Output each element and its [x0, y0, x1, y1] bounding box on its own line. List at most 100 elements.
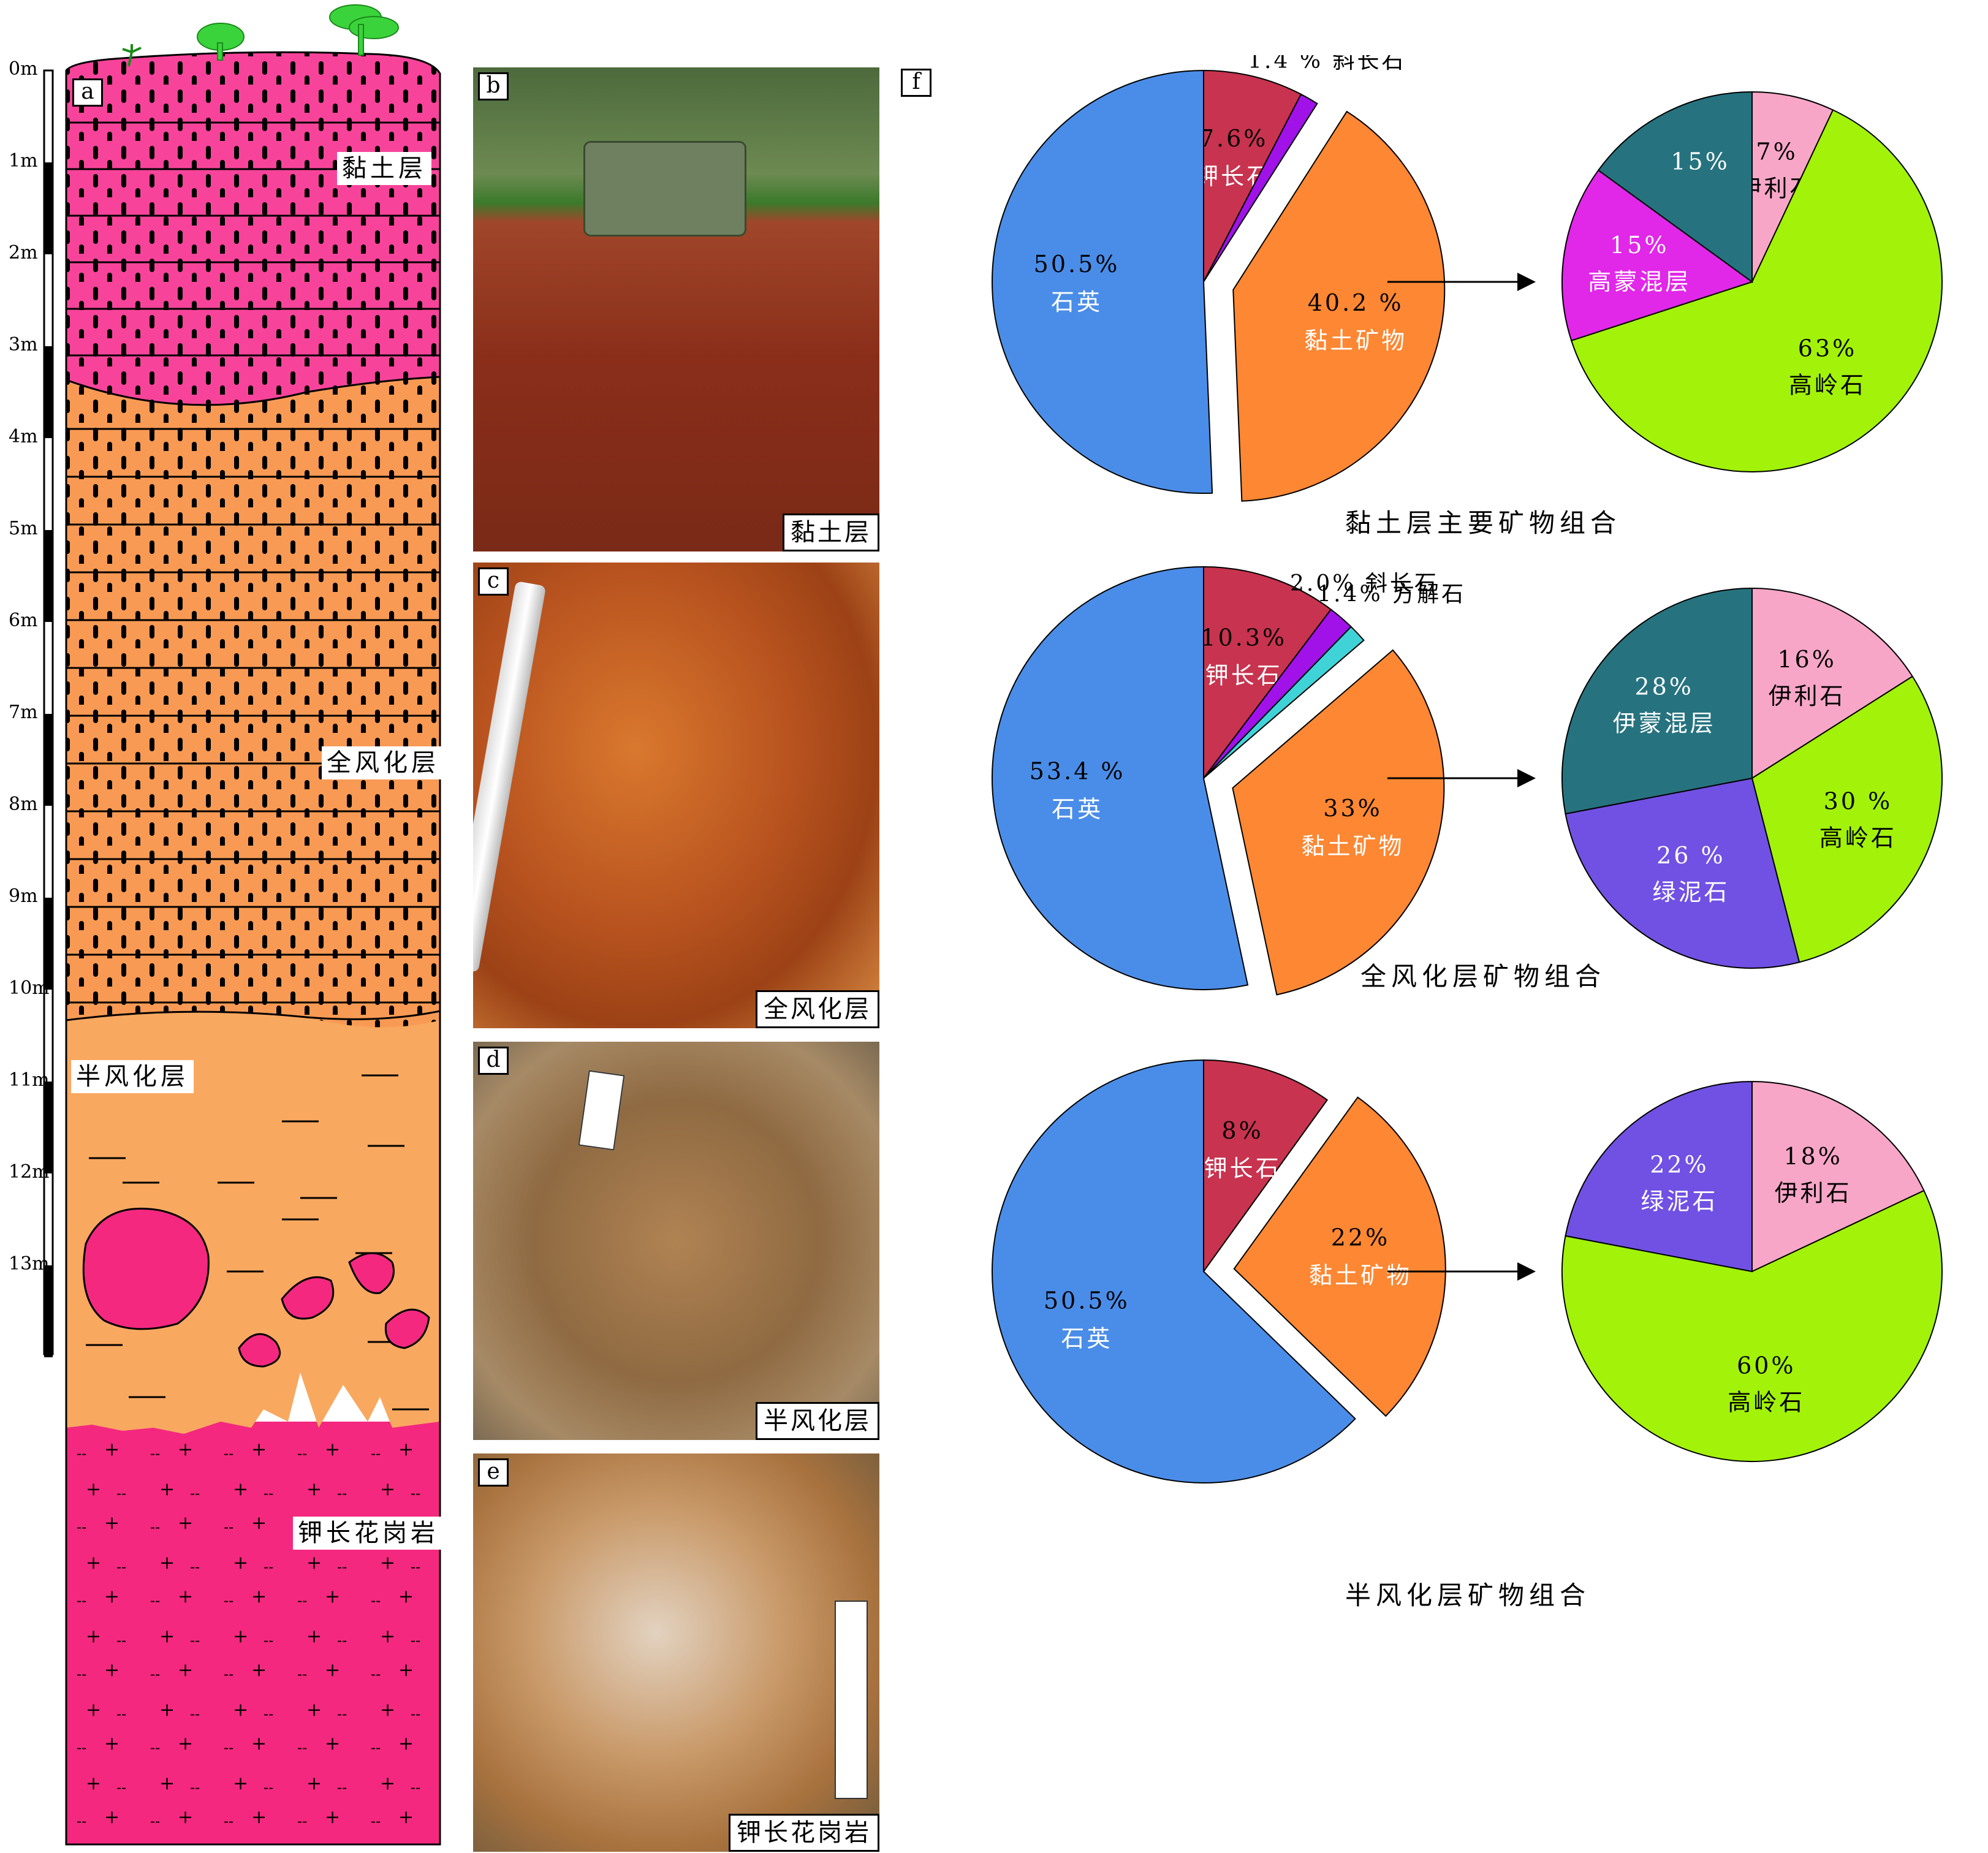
photo-d-label: 半风化层 [756, 1402, 879, 1440]
panel-letter-d: d [478, 1047, 509, 1075]
pie-name-label: 黏土矿物 [1304, 327, 1407, 354]
clay-pie-slice-kaolinite [1570, 109, 1943, 472]
pie-slice-kfeldspar [1203, 566, 1332, 780]
panel-letter-c: c [478, 567, 509, 596]
pie-value-label: 22% [1331, 1224, 1390, 1251]
pie-name-label: 石英 [1052, 796, 1103, 823]
pie-value-label: 53.4 % [1030, 758, 1126, 785]
photo-c-label: 全风化层 [756, 990, 879, 1028]
pie-name-label: 石英 [1051, 289, 1102, 316]
clay-pie-slice-chlorite [1565, 777, 1800, 969]
clay-pie-slice-kaolinite [1561, 1189, 1943, 1462]
depth-label: 2m [9, 242, 38, 263]
clay-pie-slice-chlorite [1565, 1080, 1753, 1273]
vehicle [583, 141, 746, 237]
panel-letter-f: f [901, 69, 931, 97]
pie-slice-quartz [992, 1059, 1356, 1484]
label-granite-layer: 钾长花岗岩 [293, 1517, 444, 1550]
pie-value-label: 8% [1221, 1117, 1263, 1144]
pie-small-label: 2.0% 斜长石 [1290, 571, 1439, 596]
ruler [835, 1601, 868, 1799]
photo-d-semi-weathered-layer: d 半风化层 [473, 1042, 879, 1440]
panel-letter-a: a [72, 78, 103, 107]
photo-e-label: 钾长花岗岩 [729, 1814, 879, 1852]
granite-blocks [82, 1207, 430, 1368]
pie-value-label: 50.5% [1034, 251, 1120, 278]
clay-pie-name-label: 高岭石 [1789, 372, 1866, 399]
clay-pie-value-label: 22% [1650, 1151, 1709, 1178]
pie-slice-clay [1232, 110, 1446, 502]
caption-full-weathered: 全风化层矿物组合 [1360, 961, 1606, 991]
clay-pie-name-label: 绿泥石 [1641, 1188, 1718, 1215]
caption-clay-layer: 黏土层主要矿物组合 [1345, 508, 1622, 538]
label-semi-weathered-layer: 半风化层 [71, 1060, 194, 1093]
depth-label: 12m [9, 1161, 50, 1183]
pie-slice-calcite [1203, 626, 1365, 779]
clay-pie-slice-smectite [1561, 169, 1754, 342]
depth-label: 7m [9, 702, 38, 723]
depth-label: 0m [9, 58, 38, 80]
clay-pie-slice-kaolinite [1751, 675, 1943, 963]
clay-pie-name-label: 伊利石 [1775, 1180, 1852, 1207]
clay-pie-name-label: 高岭石 [1728, 1389, 1805, 1416]
depth-label: 4m [9, 426, 38, 447]
scale-card [578, 1070, 625, 1151]
pie-name-label: 钾长石 [1204, 1155, 1281, 1182]
clay-pie-value-label: 60% [1737, 1352, 1796, 1379]
clay-pie-slice-ims [1597, 91, 1753, 283]
clay-pie-value-label: 63% [1798, 335, 1857, 362]
pie-small-label: 1.4% 方解石 [1317, 582, 1466, 607]
pie-slice-clay [1233, 1096, 1446, 1417]
pie-value-label: 10.3% [1201, 624, 1287, 651]
weathering-column-panel: + -- + -- [0, 0, 453, 1853]
depth-label: 11m [9, 1069, 50, 1091]
pie-slice-kfeldspar [1203, 69, 1302, 282]
clay-pie-slice-illite [1751, 91, 1834, 282]
clay-pie-value-label: 28% [1634, 673, 1693, 700]
clay-pie-name-label: 伊蒙混层 [1613, 710, 1716, 737]
clay-pie-name-label: 高蒙混层 [1588, 268, 1691, 295]
clay-pie-value-label: 26 % [1656, 842, 1726, 869]
pie-slice-plagioclase [1203, 93, 1318, 282]
depth-label: 6m [9, 610, 38, 631]
pie-value-label: 50.5% [1044, 1287, 1130, 1314]
pie-slice-kfeldspar [1203, 1059, 1329, 1274]
clay-pie-value-label: 15% [1671, 148, 1729, 175]
depth-label: 13m [9, 1253, 50, 1275]
caption-semi-weathered: 半风化层矿物组合 [1345, 1580, 1591, 1610]
pie-name-label: 黏土矿物 [1302, 833, 1405, 860]
photo-e-granite: e 钾长花岗岩 [473, 1453, 879, 1852]
label-clay-layer: 黏土层 [337, 152, 431, 185]
photo-b-label: 黏土层 [783, 513, 879, 551]
depth-label: 8m [9, 794, 38, 815]
clay-pie-name-label: 绿泥石 [1652, 879, 1729, 906]
weathering-column: + -- + -- [43, 4, 441, 1846]
pie-small-label: 1.4 % 斜长石 [1248, 55, 1406, 74]
photo-b-clay-layer: b 黏土层 [473, 67, 879, 551]
mineral-pie-charts: 7.6% 钾长石 1.4 % 斜长石 40.2 % 黏土矿物 50.5% 石英 7% 伊利石 63… [992, 55, 1943, 1484]
depth-label: 1m [9, 150, 38, 172]
depth-label: 5m [9, 518, 38, 539]
panel-letter-e: e [478, 1458, 509, 1487]
pen [473, 581, 547, 972]
clay-pie-value-label: 18% [1783, 1143, 1842, 1170]
label-full-weathered-layer: 全风化层 [322, 746, 444, 779]
photo-c-full-weathered-layer: c 全风化层 [473, 563, 879, 1028]
pie-slice-quartz [992, 566, 1249, 990]
pie-name-label: 石英 [1061, 1325, 1112, 1352]
clay-pie-slice-illite [1751, 1080, 1925, 1273]
depth-label: 9m [9, 885, 38, 907]
clay-pie-value-label: 15% [1610, 232, 1669, 259]
clay-pie-value-label: 30 % [1824, 787, 1893, 814]
panel-letter-b: b [478, 72, 509, 100]
pie-slice-clay [1232, 649, 1445, 996]
clay-pie-name-label: 高岭石 [1819, 824, 1897, 851]
clay-pie-slice-illite [1751, 587, 1914, 779]
clay-pie-name-label: 伊利石 [1769, 683, 1846, 710]
pie-slice-quartz [992, 69, 1213, 494]
pie-value-label: 40.2 % [1308, 289, 1404, 316]
depth-label: 10m [9, 977, 50, 999]
clay-pie-value-label: 7% [1756, 138, 1797, 165]
pie-name-label: 黏土矿物 [1309, 1262, 1412, 1289]
vegetation-icons [122, 4, 399, 67]
